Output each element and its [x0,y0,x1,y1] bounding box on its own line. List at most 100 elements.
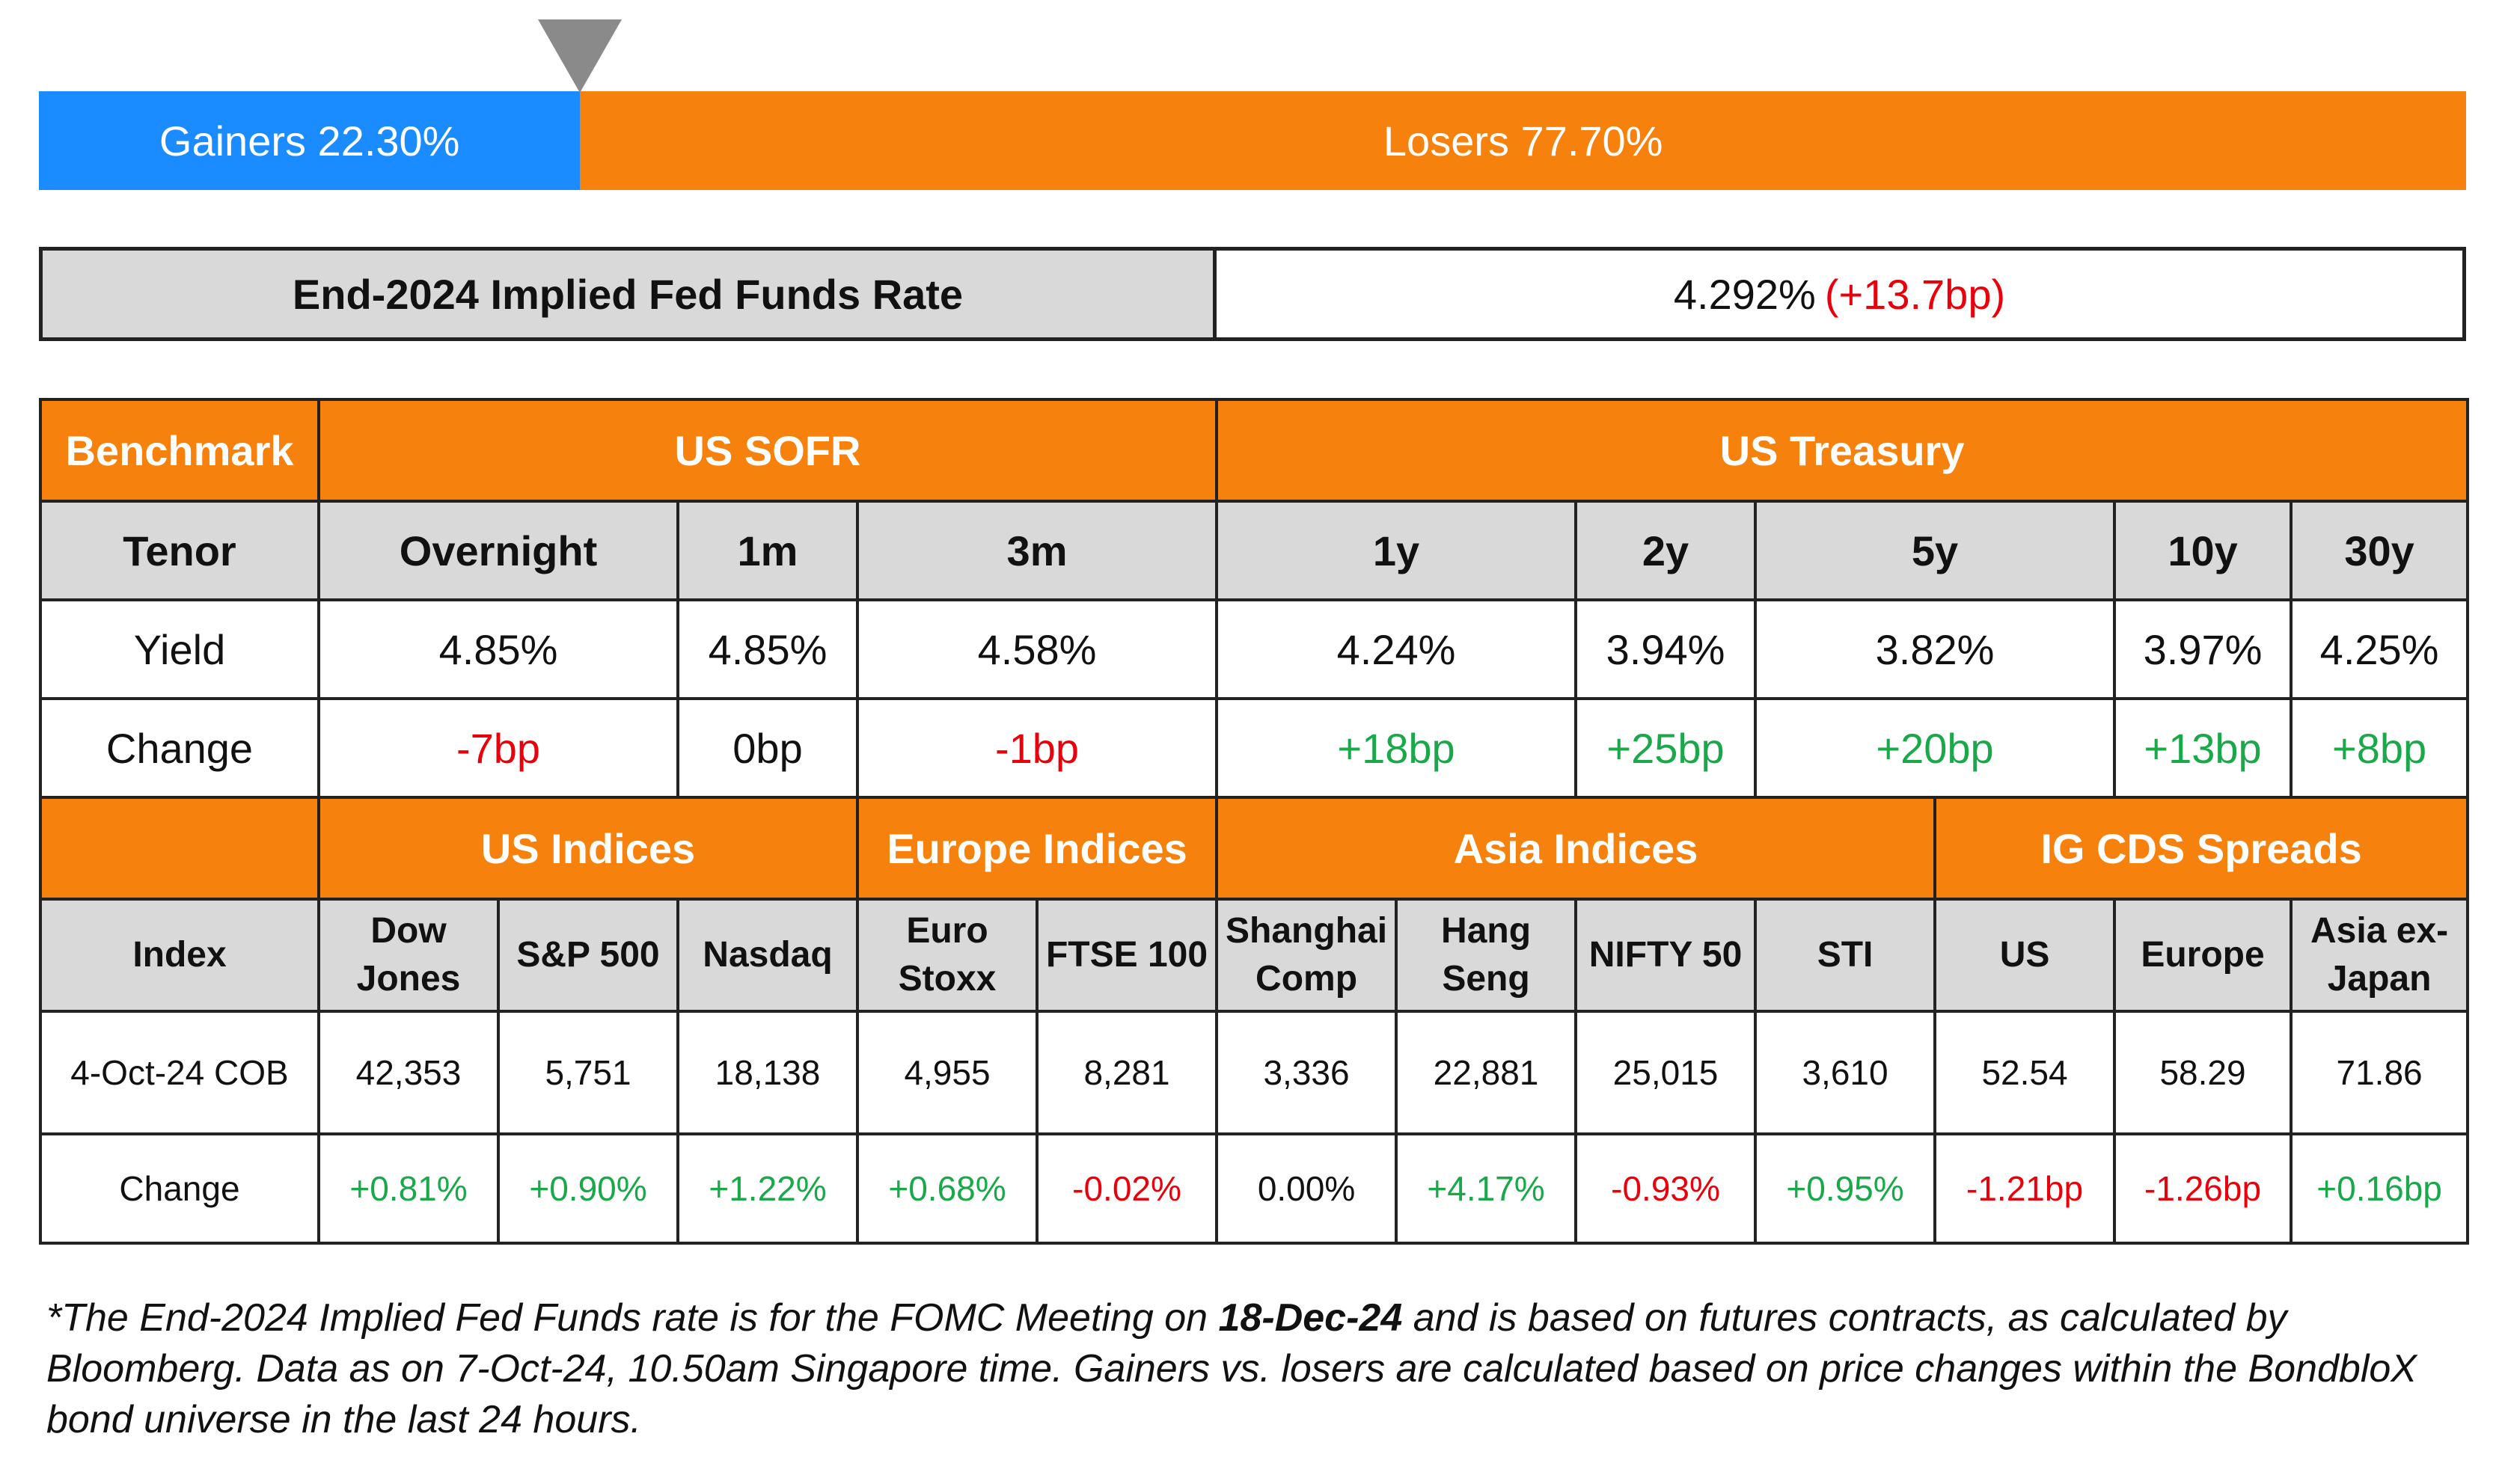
index-name-line: Dow [370,911,447,951]
index-change-cell-2: +1.22% [676,1132,859,1245]
index-name-cell: Dow Jones [317,898,500,1013]
fed-funds-label: End-2024 Implied Fed Funds Rate [43,251,1217,337]
index-name-cell: S&P 500 [497,898,679,1013]
index-name-line: Seng [1442,959,1530,999]
index-name-line: Asia ex- [2310,911,2449,951]
index-name-cell: Asia ex- Japan [2290,898,2470,1013]
footnote: *The End-2024 Implied Fed Funds rate is … [46,1293,2456,1445]
rate-change-cell-2: -1bp [855,697,1219,799]
yield-cell-5: 3.82% [1754,598,2117,700]
index-change-cell-4: -0.02% [1035,1132,1219,1245]
cob-value-cell-9: 52.54 [1933,1010,2117,1135]
split-marker-icon [538,19,623,93]
benchmark-header: Benchmark [39,398,320,503]
losers-segment: Losers 77.70% [580,91,2466,190]
index-name-line: S&P 500 [516,935,660,975]
index-name-line: Europe [2141,935,2265,975]
index-name-line: US [1999,935,2050,975]
index-label: Index [39,898,320,1013]
tenor-label: Tenor [39,500,320,601]
fed-funds-row: End-2024 Implied Fed Funds Rate 4.292% (… [39,247,2466,341]
cob-value-cell-5: 3,336 [1215,1010,1398,1135]
index-change-label: Change [39,1132,320,1245]
cob-value-cell-0: 42,353 [317,1010,500,1135]
tenor-cell-5: 5y [1754,500,2117,601]
cob-value-cell-8: 3,610 [1754,1010,1937,1135]
index-name-line: STI [1817,935,1874,975]
asia-indices-header: Asia Indices [1215,796,1937,901]
us-indices-header: US Indices [317,796,859,901]
index-change-cell-6: +4.17% [1395,1132,1578,1245]
index-change-row: Change +0.81% +0.90% +1.22% +0.68% -0.02% 0.0… [39,1132,2470,1245]
rate-change-cell-6: +13bp [2113,697,2293,799]
yield-cell-7: 4.25% [2290,598,2470,700]
yield-row: Yield 4.85% 4.85% 4.58% 4.24% 3.94% 3.82% 3.97… [39,598,2470,700]
tenor-row: Tenor Overnight 1m 3m 1y 2y 5y 10y 30y [39,500,2470,601]
index-name-line: Jones [356,959,461,999]
tenor-cell-7: 30y [2290,500,2470,601]
footnote-text-1: *The End-2024 Implied Fed Funds rate is … [46,1296,1219,1340]
index-name-line: FTSE 100 [1045,935,1208,975]
index-name-cell: STI [1754,898,1937,1013]
market-table: Benchmark US SOFR US Treasury Tenor Over… [39,398,2470,1245]
index-change-cell-5: 0.00% [1215,1132,1398,1245]
europe-indices-header: Europe Indices [855,796,1219,901]
index-name-line: Nasdaq [703,935,833,975]
index-name-line: Stoxx [898,959,997,999]
cob-value-cell-7: 25,015 [1574,1010,1758,1135]
cob-label: 4-Oct-24 COB [39,1010,320,1135]
footnote-date: 18-Dec-24 [1218,1296,1403,1340]
yield-cell-3: 4.24% [1215,598,1578,700]
yield-cell-4: 3.94% [1574,598,1758,700]
index-name-cell: FTSE 100 [1035,898,1219,1013]
gainers-losers-bar: Gainers 22.30% Losers 77.70% [39,91,2466,190]
index-change-cell-10: -1.26bp [2113,1132,2293,1245]
yield-cell-0: 4.85% [317,598,679,700]
index-name-line: Japan [2327,959,2432,999]
cob-value-cell-1: 5,751 [497,1010,679,1135]
rate-change-cell-3: +18bp [1215,697,1578,799]
index-name-cell: Hang Seng [1395,898,1578,1013]
cob-value-cell-4: 8,281 [1035,1010,1219,1135]
rates-header-row: Benchmark US SOFR US Treasury [39,398,2470,503]
cob-value-cell-2: 18,138 [676,1010,859,1135]
cob-value-cell-6: 22,881 [1395,1010,1578,1135]
fed-funds-value: 4.292% [1673,270,1816,318]
index-name-cell: Euro Stoxx [856,898,1039,1013]
rate-change-cell-5: +20bp [1754,697,2117,799]
tenor-cell-4: 2y [1574,500,1758,601]
rate-change-cell-1: 0bp [676,697,859,799]
yield-cell-2: 4.58% [855,598,1219,700]
index-change-cell-11: +0.16bp [2290,1132,2470,1245]
index-change-cell-9: -1.21bp [1933,1132,2117,1245]
index-name-line: Hang [1441,911,1532,951]
index-change-cell-7: -0.93% [1574,1132,1758,1245]
cob-row: 4-Oct-24 COB 42,353 5,751 18,138 4,955 8,281… [39,1010,2470,1135]
tenor-cell-1: 1m [676,500,859,601]
index-name-cell: Europe [2113,898,2293,1013]
index-change-cell-3: +0.68% [856,1132,1039,1245]
rate-change-row: Change -7bp 0bp -1bp +18bp +25bp +20bp +13bp +8… [39,697,2470,799]
rate-change-cell-4: +25bp [1574,697,1758,799]
indices-blank-header [39,796,320,901]
index-name-line: Euro [906,911,988,951]
sofr-group-header: US SOFR [316,398,1219,503]
index-change-cell-8: +0.95% [1754,1132,1937,1245]
index-change-cell-1: +0.90% [497,1132,679,1245]
yield-cell-1: 4.85% [676,598,859,700]
rate-change-label: Change [39,697,320,799]
cob-value-cell-10: 58.29 [2113,1010,2293,1135]
cob-value-cell-11: 71.86 [2290,1010,2470,1135]
tenor-cell-3: 1y [1215,500,1578,601]
gainers-segment: Gainers 22.30% [39,91,581,190]
indices-header-row: US Indices Europe Indices Asia Indices I… [39,796,2470,901]
index-name-line: Comp [1255,959,1358,999]
footnote-text-2: and is based on futures contracts, as ca… [46,1296,2417,1441]
index-change-cell-0: +0.81% [317,1132,500,1245]
cob-value-cell-3: 4,955 [856,1010,1039,1135]
tenor-cell-6: 10y [2113,500,2293,601]
index-name-line: NIFTY 50 [1588,935,1743,975]
index-name-cell: US [1933,898,2117,1013]
tenor-cell-0: Overnight [317,500,679,601]
index-name-row: Index Dow Jones S&P 500 Nasdaq Euro Stoxx FTSE… [39,898,2470,1013]
